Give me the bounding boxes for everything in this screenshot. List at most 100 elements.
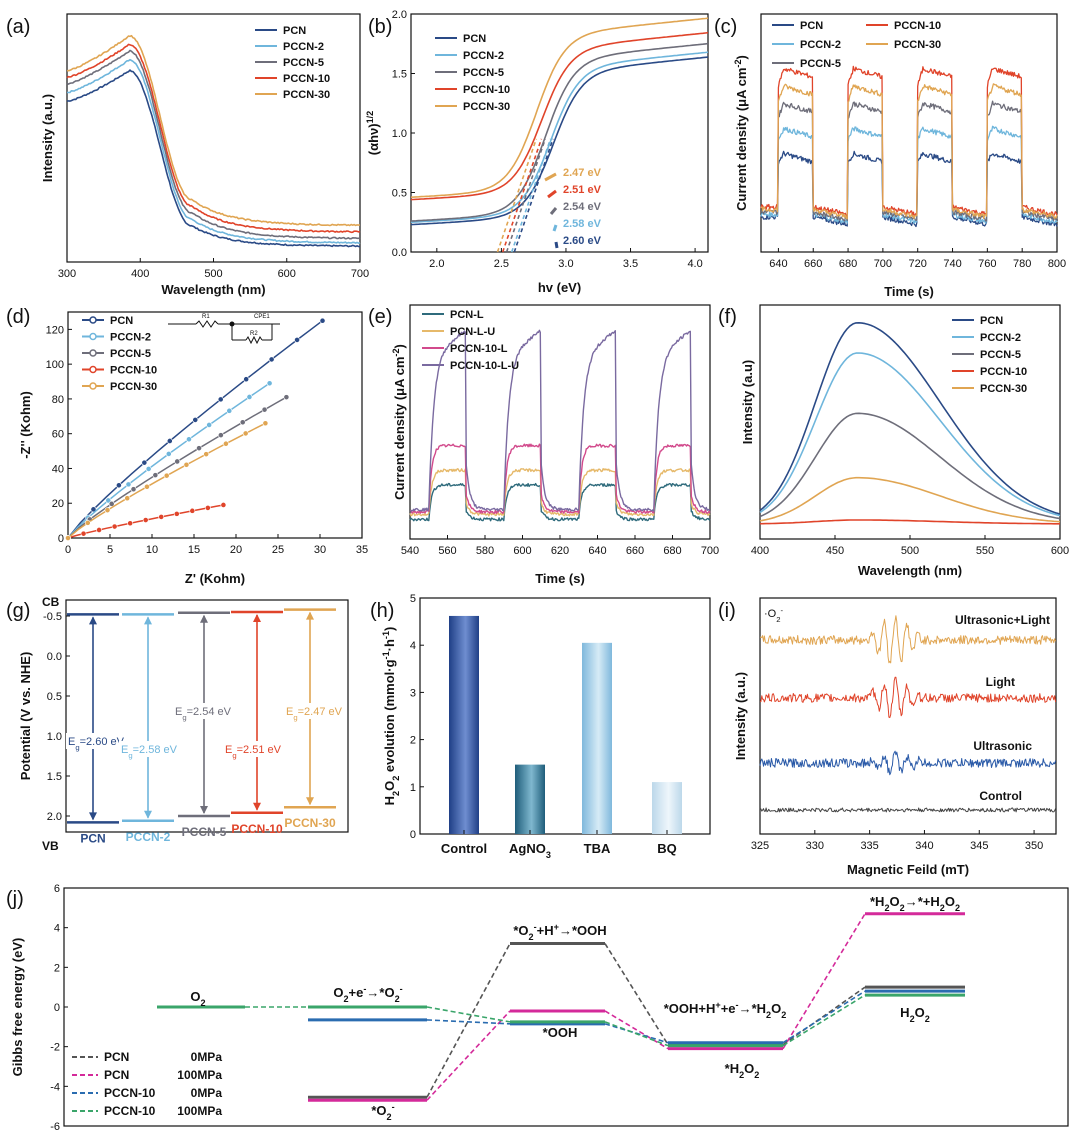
step-label: *O2-+H+→*OOH [513, 922, 606, 942]
legend-entry: PCCN-10 [104, 1104, 156, 1118]
arrowhead [144, 810, 152, 819]
circuit-label: CPE1 [254, 314, 270, 320]
tangent-PCCN-10 [501, 138, 543, 253]
resistor-r2 [245, 335, 263, 345]
series-PCCN-10-L [409, 443, 711, 515]
label-part: - [392, 1102, 395, 1112]
legend-entry: PCN [104, 1050, 129, 1064]
y-axis-label: Intensity (a.u.) [733, 672, 748, 760]
label-part: H [382, 796, 397, 805]
data-point [319, 317, 326, 324]
label-part: - [363, 984, 366, 994]
bandgap-annotation: 2.54 eV [563, 201, 602, 213]
panel-label: (f) [718, 306, 737, 328]
step-label: *O2- [371, 1102, 394, 1122]
plot-frame [65, 599, 349, 833]
series-PCN [66, 69, 360, 248]
series-PCCN-30 [760, 83, 1058, 220]
x-tick-label: Control [441, 841, 487, 856]
label-part: *OOH+H [664, 1001, 716, 1016]
legend-entry: PCCN-5 [110, 348, 151, 360]
step-label: O2+e-→*O2- [333, 984, 402, 1004]
data-point [96, 527, 102, 533]
bar-Control [449, 615, 479, 834]
x-tick-label: 400 [751, 545, 769, 557]
arrow-2 [549, 207, 558, 215]
label-part: 2 [529, 932, 534, 942]
y-tick-label: 1.5 [392, 69, 407, 81]
legend-entry: PCN-L-U [450, 326, 495, 338]
plot-frame [759, 597, 1057, 835]
series-PCCN-30 [67, 422, 266, 539]
legend-entry: PCN [283, 25, 306, 37]
label-part: - [736, 1000, 739, 1010]
arrowhead [89, 812, 97, 821]
plot-frame [410, 13, 709, 253]
data-point [217, 432, 224, 439]
data-point [192, 417, 199, 423]
label-part: 2 [766, 1010, 771, 1020]
circuit-label: R1 [202, 314, 210, 320]
step-label: *H2O2→*+H2O2 [870, 894, 960, 913]
label-part: E [286, 706, 293, 718]
panel-e: 540 560 580 600 620 640 660 680 700 Time (s) Curre… [391, 304, 719, 586]
legend-entry: PCCN-10 [894, 20, 941, 32]
legend-entry: PCCN-2 [110, 332, 151, 344]
data-point [165, 451, 172, 457]
step-label: *OOH+H++e-→*H2O2 [664, 1000, 787, 1020]
bandgap-label: Eg=2.54 eV [175, 706, 232, 722]
label-part: ) [734, 55, 749, 59]
y-tick-label: 0.0 [47, 651, 62, 663]
resistor-r1 [195, 320, 219, 328]
y-axis-label: Intensity (a.u.) [40, 94, 55, 182]
label-part: 2 [781, 1010, 786, 1020]
panel-label: (b) [368, 16, 392, 38]
series-PCN-L [409, 482, 711, 522]
label-part: -2 [391, 348, 401, 356]
legend-pressure: 100MPa [177, 1068, 222, 1082]
panel-label: (i) [718, 600, 736, 622]
series-Ultrasonic [759, 750, 1057, 776]
label-part: 2 [955, 903, 960, 913]
legend-marker [89, 349, 97, 357]
y-tick-label: 3 [410, 687, 416, 699]
series-PCCN-5 [760, 100, 1058, 222]
legend-entry: PCCN-5 [980, 349, 1021, 361]
arrowhead [144, 616, 152, 625]
series-PCCN-10-L-U [409, 329, 711, 512]
label-bg [66, 733, 128, 749]
x-tick-label: 400 [131, 268, 149, 280]
legend-marker [89, 316, 97, 324]
legend-entry: PCCN-30 [283, 89, 330, 101]
series-PCCN-5 [759, 412, 1061, 520]
x-tick-label: 700 [351, 268, 369, 280]
y-axis-label: Current density (μA cm-2) [391, 344, 407, 500]
y-tick-label: 5 [410, 593, 416, 605]
data-point [108, 500, 115, 507]
label-part: Current density (μA cm [734, 68, 749, 211]
sample-label: PCCN-30 [284, 816, 336, 830]
sample-label: PCN [80, 831, 105, 845]
x-tick-label: 30 [314, 544, 326, 556]
label-part: =2.60 eV [80, 736, 125, 748]
y-tick-label: 2.0 [47, 811, 62, 823]
data-point [111, 523, 118, 530]
label-part: O [382, 781, 397, 791]
x-axis-label: Time (s) [535, 571, 585, 586]
series-PCCN-2 [760, 125, 1058, 224]
legend-entry: PCCN-2 [283, 41, 324, 53]
tangent-PCCN-2 [510, 138, 552, 253]
series-PCN [410, 56, 709, 226]
label-part: 2 [940, 903, 945, 913]
arrow-1 [547, 189, 557, 199]
y-tick-label: 4 [54, 923, 60, 935]
x-tick-label: 300 [58, 268, 76, 280]
legend-marker [89, 382, 97, 390]
legend-entry: PCN [110, 315, 133, 327]
y-tick-label: -2 [50, 1042, 60, 1054]
trace-label: Ultrasonic [973, 739, 1032, 753]
data-point [65, 535, 71, 541]
label-part: O [333, 985, 343, 1000]
series-PCCN-5 [410, 42, 709, 222]
trace-label: Light [986, 675, 1015, 689]
